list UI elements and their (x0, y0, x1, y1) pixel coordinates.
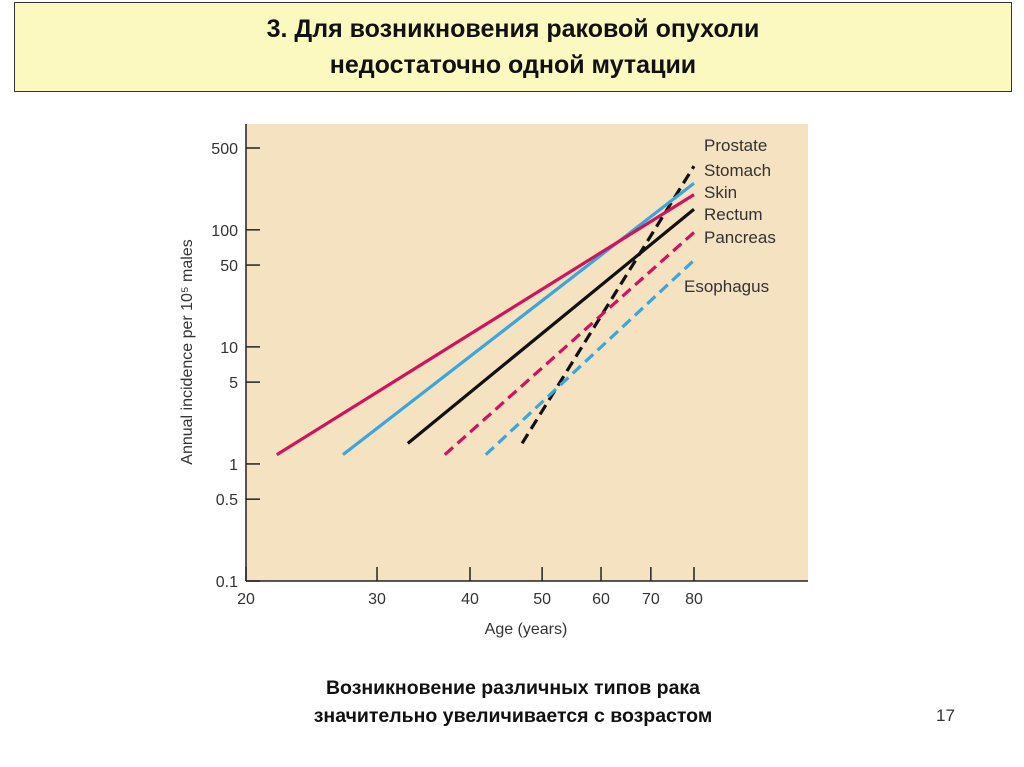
x-tick-label: 50 (533, 591, 551, 608)
x-tick-label: 80 (685, 591, 703, 608)
slide-title-line-2: недостаточно одной мутации (329, 51, 697, 79)
slide-caption: Возникновение различных типов рака значи… (200, 674, 826, 730)
series-label-pancreas: Pancreas (704, 228, 776, 247)
x-tick-label: 60 (592, 591, 610, 608)
x-tick-label: 70 (642, 591, 660, 608)
y-tick-label: 10 (220, 340, 238, 357)
x-tick-label: 30 (368, 591, 386, 608)
y-tick-label: 100 (211, 223, 238, 240)
series-label-stomach: Stomach (704, 161, 771, 180)
y-tick-label: 0.1 (216, 574, 238, 591)
series-line-rectum (406, 207, 696, 445)
series-line-prostate (520, 165, 696, 445)
y-tick-label: 5 (229, 375, 238, 392)
slide-title-line-1: 3. Для возникновения раковой опухоли (266, 15, 760, 43)
series-line-skin (275, 193, 695, 457)
plot-area (246, 124, 808, 581)
page-number: 17 (936, 706, 955, 725)
series-label-prostate: Prostate (704, 136, 767, 155)
y-tick-label: 50 (220, 258, 238, 275)
y-tick-label: 1 (229, 457, 238, 474)
series-label-esophagus: Esophagus (684, 277, 769, 296)
series-label-rectum: Rectum (704, 205, 763, 224)
y-axis-label: Annual incidence per 10⁵ males (179, 239, 196, 464)
caption-line-2: значительно увеличивается с возрастом (313, 705, 713, 727)
title-banner: 3. Для возникновения раковой опухоли нед… (14, 2, 1012, 92)
caption-line-1: Возникновение различных типов рака (325, 677, 701, 699)
series-line-stomach (342, 181, 695, 456)
series-label-skin: Skin (704, 183, 737, 202)
x-tick-label: 40 (461, 591, 479, 608)
x-tick-label: 20 (237, 591, 255, 608)
y-tick-label: 0.5 (216, 492, 238, 509)
series-line-pancreas (443, 231, 696, 456)
x-axis-label: Age (years) (485, 621, 568, 638)
y-tick-label: 500 (211, 141, 238, 158)
series-line-esophagus (484, 259, 696, 456)
